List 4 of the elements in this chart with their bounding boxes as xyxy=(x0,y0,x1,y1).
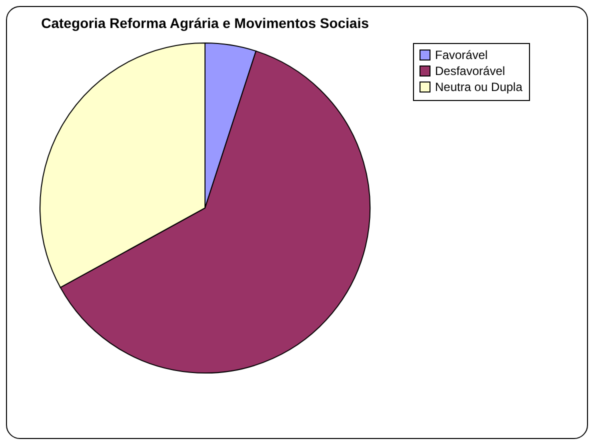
legend-label: Favorável xyxy=(435,48,488,62)
legend-label: Desfavorável xyxy=(435,64,506,78)
legend-label: Neutra ou Dupla xyxy=(435,80,523,94)
chart-title: Categoria Reforma Agrária e Movimentos Sociais xyxy=(41,15,370,31)
